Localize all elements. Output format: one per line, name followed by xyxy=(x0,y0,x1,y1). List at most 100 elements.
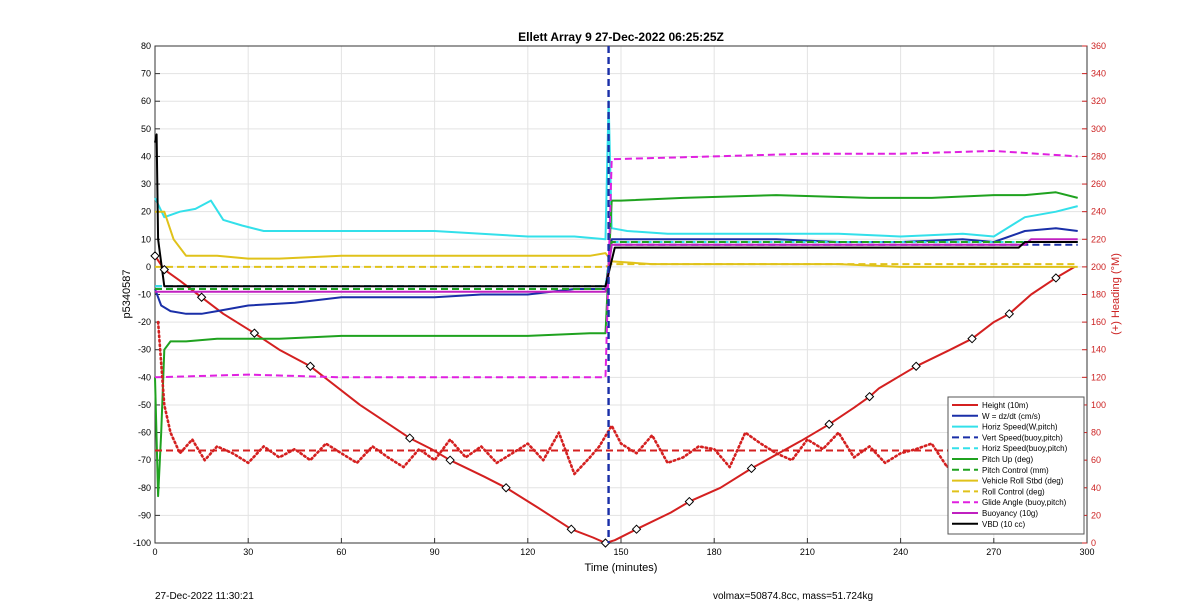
y-tick-label: -40 xyxy=(138,372,151,382)
series-line xyxy=(154,191,1078,498)
legend-label: Buoyancy (10g) xyxy=(982,509,1038,518)
y-right-tick-label: 300 xyxy=(1091,124,1106,134)
y-right-tick-label: 120 xyxy=(1091,372,1106,382)
y-tick-label: 60 xyxy=(141,96,151,106)
series-line xyxy=(154,255,1076,544)
y-tick-label: -60 xyxy=(138,428,151,438)
y-right-tick-label: 280 xyxy=(1091,151,1106,161)
y-tick-label: -90 xyxy=(138,510,151,520)
legend-label: Glide Angle (buoy,pitch) xyxy=(982,498,1067,507)
legend-label: Height (10m) xyxy=(982,401,1029,410)
height-marker xyxy=(405,433,415,443)
height-marker xyxy=(501,483,511,493)
y-tick-label: -70 xyxy=(138,455,151,465)
y-tick-label: 30 xyxy=(141,179,151,189)
x-tick-label: 240 xyxy=(893,547,908,557)
y-right-tick-label: 260 xyxy=(1091,179,1106,189)
y-right-tick-label: 0 xyxy=(1091,538,1096,548)
y-right-tick-label: 360 xyxy=(1091,41,1106,51)
x-tick-label: 120 xyxy=(520,547,535,557)
height-marker xyxy=(159,264,170,275)
series-line xyxy=(155,243,1078,288)
legend-box xyxy=(947,396,1085,535)
x-tick-label: 270 xyxy=(986,547,1001,557)
y-tick-label: -20 xyxy=(138,317,151,327)
y-tick-label: 70 xyxy=(141,69,151,79)
y-tick-label: -10 xyxy=(138,290,151,300)
y-tick-label: -50 xyxy=(138,400,151,410)
footer-volume-mass: volmax=50874.8cc, mass=51.724kg xyxy=(713,591,873,602)
y-tick-label: -100 xyxy=(133,538,151,548)
x-axis-title: Time (minutes) xyxy=(585,562,658,574)
height-marker xyxy=(305,361,316,371)
legend-label: Vert Speed(buoy,pitch) xyxy=(982,433,1063,442)
x-tick-label: 210 xyxy=(800,547,815,557)
series-line xyxy=(155,263,1078,268)
height-marker xyxy=(967,333,977,344)
height-marker xyxy=(1051,273,1061,283)
legend-label: W = dz/dt (cm/s) xyxy=(982,412,1041,421)
height-marker xyxy=(150,251,160,261)
x-tick-label: 60 xyxy=(336,547,346,557)
legend-label: Vehicle Roll Stbd (deg) xyxy=(982,477,1064,486)
y-tick-label: -30 xyxy=(138,345,151,355)
legend-label: Pitch Up (deg) xyxy=(982,455,1033,464)
legend-label: VBD (10 cc) xyxy=(982,520,1025,529)
y-axis-right-title: (+) Heading (°M) xyxy=(1110,253,1122,335)
y-right-tick-label: 140 xyxy=(1091,345,1106,355)
y-right-tick-label: 160 xyxy=(1091,317,1106,327)
series-line xyxy=(155,238,1078,293)
legend-label: Horiz Speed(buoy,pitch) xyxy=(982,444,1068,453)
x-tick-label: 0 xyxy=(152,547,157,557)
y-right-tick-label: 200 xyxy=(1091,262,1106,272)
height-marker xyxy=(911,361,921,371)
height-marker xyxy=(684,496,695,507)
y-right-tick-label: 320 xyxy=(1091,96,1106,106)
legend-label: Horiz Speed(W,pitch) xyxy=(982,423,1058,432)
height-marker xyxy=(824,419,834,429)
y-tick-label: 40 xyxy=(141,151,151,161)
legend-label: Roll Control (deg) xyxy=(982,487,1045,496)
legend-label: Pitch Control (mm) xyxy=(982,466,1049,475)
x-tick-label: 150 xyxy=(613,547,628,557)
y-tick-label: 50 xyxy=(141,124,151,134)
series-line xyxy=(154,149,1078,379)
x-tick-label: 300 xyxy=(1079,547,1094,557)
y-axis-title: p5340587 xyxy=(121,270,133,319)
x-tick-label: 180 xyxy=(707,547,722,557)
y-right-tick-label: 240 xyxy=(1091,207,1106,217)
y-right-tick-label: 100 xyxy=(1091,400,1106,410)
series-line xyxy=(154,133,1078,288)
y-tick-label: 0 xyxy=(146,262,151,272)
series-line xyxy=(155,210,1078,268)
x-tick-label: 90 xyxy=(430,547,440,557)
footer-timestamp: 27-Dec-2022 11:30:21 xyxy=(155,591,254,602)
height-marker xyxy=(864,391,875,402)
y-right-tick-label: 220 xyxy=(1091,234,1106,244)
y-right-tick-label: 180 xyxy=(1091,290,1106,300)
height-marker xyxy=(249,328,260,338)
series-line xyxy=(155,241,1078,290)
series-line xyxy=(154,100,1078,241)
plot-area: 0 30 60 90 120 150 180 210 240 270 300-100-90-80-7… xyxy=(133,41,1106,557)
y-right-tick-label: 60 xyxy=(1091,455,1101,465)
y-tick-label: 20 xyxy=(141,207,151,217)
height-marker xyxy=(631,524,642,534)
x-tick-label: 30 xyxy=(243,547,253,557)
y-right-tick-label: 340 xyxy=(1091,69,1106,79)
height-marker xyxy=(196,292,207,302)
height-marker xyxy=(445,455,455,465)
series-line xyxy=(156,320,1073,483)
y-right-tick-label: 80 xyxy=(1091,428,1101,438)
height-marker xyxy=(1004,309,1015,319)
chart-title: Ellett Array 9 27-Dec-2022 06:25:25Z xyxy=(518,30,724,44)
y-right-tick-label: 20 xyxy=(1091,510,1101,520)
height-marker xyxy=(746,463,757,474)
y-tick-label: -80 xyxy=(138,483,151,493)
y-right-tick-label: 40 xyxy=(1091,483,1101,493)
y-tick-label: 80 xyxy=(141,41,151,51)
y-tick-label: 10 xyxy=(141,234,151,244)
height-marker xyxy=(566,524,577,534)
